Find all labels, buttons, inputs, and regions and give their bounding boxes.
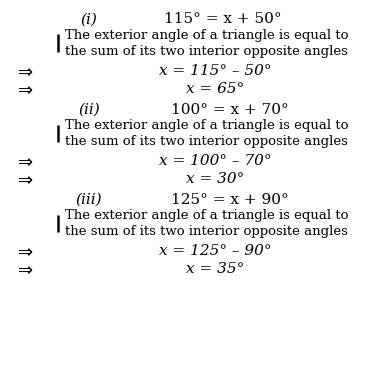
Text: the sum of its two interior opposite angles: the sum of its two interior opposite ang… xyxy=(65,226,348,238)
Text: The exterior angle of a triangle is equal to: The exterior angle of a triangle is equa… xyxy=(65,209,348,222)
Text: x = 115° – 50°: x = 115° – 50° xyxy=(159,64,272,78)
Text: The exterior angle of a triangle is equal to: The exterior angle of a triangle is equa… xyxy=(65,119,348,132)
Text: $\Rightarrow$: $\Rightarrow$ xyxy=(14,260,34,278)
Text: (i): (i) xyxy=(81,12,98,27)
Text: $\Rightarrow$: $\Rightarrow$ xyxy=(14,62,34,80)
Text: (iii): (iii) xyxy=(76,193,102,207)
Text: $\Rightarrow$: $\Rightarrow$ xyxy=(14,242,34,260)
Text: x = 125° – 90°: x = 125° – 90° xyxy=(159,244,272,258)
Text: (ii): (ii) xyxy=(78,102,100,117)
Text: the sum of its two interior opposite angles: the sum of its two interior opposite ang… xyxy=(65,135,348,148)
Text: x = 35°: x = 35° xyxy=(186,262,244,276)
Text: $\Rightarrow$: $\Rightarrow$ xyxy=(14,152,34,170)
Text: 125° = x + 90°: 125° = x + 90° xyxy=(171,193,289,207)
Text: 100° = x + 70°: 100° = x + 70° xyxy=(171,102,289,117)
Text: $\Rightarrow$: $\Rightarrow$ xyxy=(14,80,34,98)
Text: the sum of its two interior opposite angles: the sum of its two interior opposite ang… xyxy=(65,45,348,58)
Text: 115° = x + 50°: 115° = x + 50° xyxy=(164,12,282,27)
Text: x = 30°: x = 30° xyxy=(186,172,244,186)
Text: The exterior angle of a triangle is equal to: The exterior angle of a triangle is equa… xyxy=(65,29,348,42)
Text: x = 100° – 70°: x = 100° – 70° xyxy=(159,154,272,168)
Text: $\Rightarrow$: $\Rightarrow$ xyxy=(14,170,34,188)
Text: x = 65°: x = 65° xyxy=(186,82,244,96)
